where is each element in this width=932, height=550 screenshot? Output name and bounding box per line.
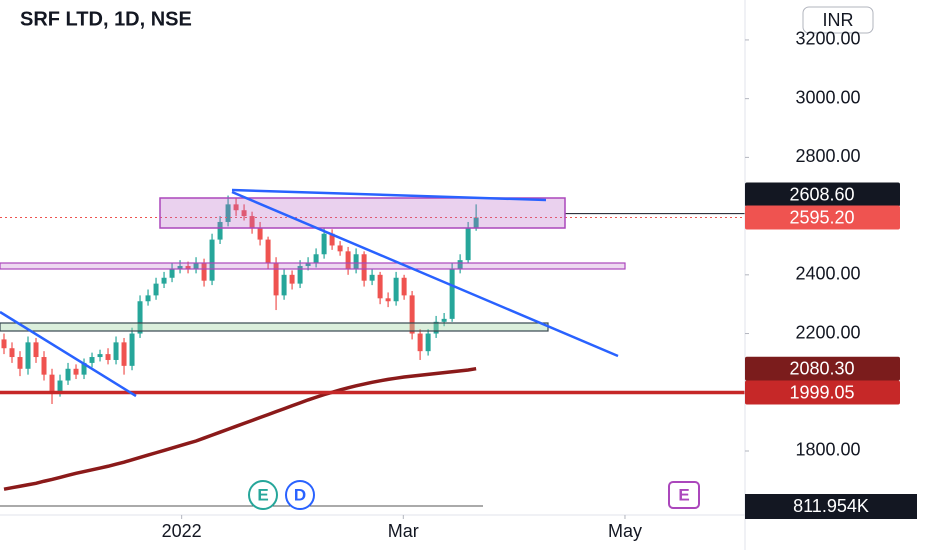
candle-body: [161, 277, 167, 284]
candle-body: [17, 357, 23, 369]
candle-body: [113, 342, 119, 360]
trendline: [0, 310, 137, 398]
candle-body: [225, 204, 231, 222]
candle-body: [145, 295, 151, 302]
candle-body: [433, 321, 439, 334]
candle-body: [417, 333, 423, 352]
candle-body: [1, 339, 7, 349]
candle-body: [305, 263, 311, 267]
candle-body: [153, 283, 159, 296]
candle-body: [353, 254, 359, 269]
candle-body: [81, 362, 87, 375]
event-icon[interactable]: [285, 480, 315, 510]
x-tick-label: Mar: [388, 521, 419, 541]
y-tick-label: 3000.00: [795, 87, 860, 107]
zone: [0, 262, 626, 270]
price-label: 2080.30: [789, 358, 854, 378]
candle-body: [329, 233, 335, 246]
y-tick-label: 2400.00: [795, 264, 860, 284]
candle-body: [185, 266, 191, 269]
candle-body: [297, 266, 303, 284]
candle-body: [321, 233, 327, 255]
event-icon[interactable]: [248, 480, 278, 510]
candle-body: [217, 221, 223, 240]
zone: [0, 322, 549, 332]
chart-title: SRF LTD, 1D, NSE: [20, 8, 192, 30]
candle-body: [9, 348, 15, 358]
y-tick-label: 2800.00: [795, 146, 860, 166]
candle-body: [121, 342, 127, 366]
candle-body: [89, 357, 95, 363]
y-tick-label: 1800.00: [795, 440, 860, 460]
candle-body: [393, 277, 399, 302]
volume-label: 811.954K: [793, 496, 869, 516]
candle-body: [257, 227, 263, 240]
candle-body: [289, 274, 295, 284]
y-tick-label: 3200.00: [795, 29, 860, 49]
price-label-box: [745, 380, 900, 405]
plot: [0, 195, 745, 491]
candle-body: [33, 342, 39, 358]
candle-body: [441, 318, 447, 322]
candle-body: [241, 210, 247, 217]
price-label-box: [745, 205, 900, 230]
candle-body: [369, 274, 375, 281]
candle-body: [25, 342, 31, 369]
candle-body: [345, 251, 351, 269]
candle-body: [457, 260, 463, 269]
candle-body: [473, 217, 479, 228]
price-label-box: [745, 356, 900, 381]
moving-average: [3, 366, 477, 491]
candle-body: [209, 239, 215, 281]
zone: [159, 197, 566, 229]
trendline: [231, 188, 547, 202]
volume-label-box: [745, 494, 917, 519]
price-label: 2608.60: [789, 184, 854, 204]
event-label: D: [294, 485, 306, 504]
candle-body: [313, 254, 319, 264]
candle-body: [377, 274, 383, 299]
price-label: 1999.05: [789, 382, 854, 402]
currency-box[interactable]: [802, 6, 874, 34]
candle-body: [449, 268, 455, 319]
candle-body: [249, 216, 255, 228]
candle-body: [137, 301, 143, 334]
currency: INR: [823, 10, 854, 30]
candle-body: [401, 277, 407, 296]
candle-body: [425, 333, 431, 352]
candle-body: [49, 374, 55, 393]
candle-body: [177, 266, 183, 269]
candle-body: [465, 227, 471, 261]
event-icon[interactable]: [668, 481, 700, 509]
candle-body: [233, 204, 239, 211]
candle-body: [105, 354, 111, 360]
event-label: E: [257, 485, 268, 504]
candle-body: [273, 263, 279, 296]
candle-body: [73, 368, 79, 375]
candle-body: [41, 357, 47, 375]
candle-body: [361, 254, 367, 281]
candle-body: [337, 245, 343, 252]
candle-body: [129, 333, 135, 366]
candle-body: [201, 263, 207, 281]
candle-body: [97, 354, 103, 358]
y-tick-label: 2200.00: [795, 322, 860, 342]
candle-body: [385, 298, 391, 302]
candle-body: [57, 380, 63, 393]
candle-body: [265, 239, 271, 264]
candle-body: [65, 368, 71, 381]
trendline: [231, 190, 619, 358]
candle-body: [281, 274, 287, 296]
x-tick-label: 2022: [162, 521, 202, 541]
event-label: E: [678, 485, 689, 504]
drawings: [0, 188, 626, 398]
x-tick-label: May: [608, 521, 642, 541]
price-label-box: [745, 182, 900, 207]
candle-body: [409, 295, 415, 334]
price-label: 2595.20: [789, 207, 854, 227]
candle-body: [193, 263, 199, 269]
candle-body: [169, 268, 175, 278]
